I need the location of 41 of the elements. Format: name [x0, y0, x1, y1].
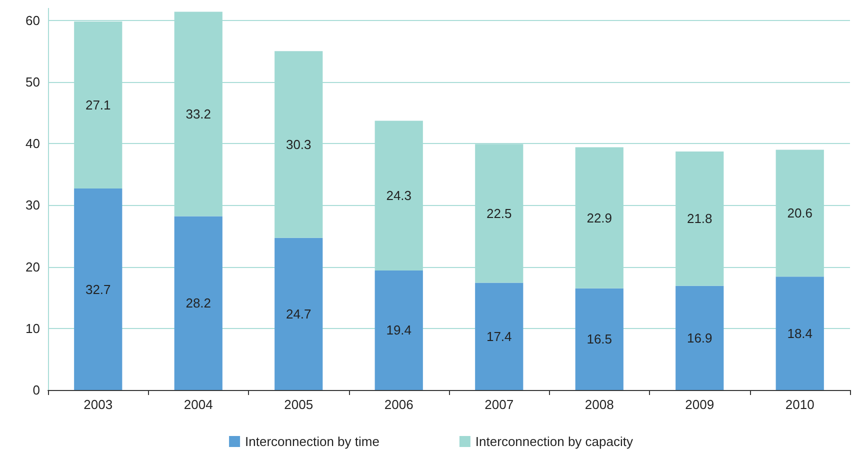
x-tick-label: 2005 — [284, 397, 314, 412]
y-tick-label: 30 — [26, 198, 40, 213]
legend-label: Interconnection by capacity — [475, 434, 634, 449]
y-tick-label: 20 — [26, 259, 40, 274]
data-label: 24.7 — [286, 306, 312, 322]
data-label: 32.7 — [85, 282, 111, 297]
data-label: 16.5 — [586, 332, 612, 347]
data-label: 22.9 — [586, 210, 612, 226]
y-tick-label: 40 — [26, 136, 40, 152]
data-label: 21.8 — [686, 211, 712, 226]
bar — [174, 216, 222, 390]
data-label: 24.3 — [386, 188, 412, 204]
data-label: 17.4 — [486, 328, 512, 344]
bar — [374, 270, 423, 390]
data-label: 20.6 — [787, 206, 813, 221]
x-tick-label: 2003 — [84, 397, 113, 412]
x-tick-label: 2009 — [685, 397, 714, 412]
bar — [676, 286, 724, 390]
data-label: 28.2 — [186, 296, 212, 311]
legend-label: Interconnection by time — [245, 434, 380, 449]
data-label: 27.1 — [85, 98, 111, 113]
bar — [575, 288, 624, 390]
y-tick-label: 60 — [26, 12, 40, 28]
y-tick-label: 10 — [26, 320, 40, 336]
x-tick-label: 2006 — [384, 397, 414, 412]
x-tick-label: 2007 — [484, 397, 514, 412]
y-tick-label: 0 — [32, 382, 40, 398]
x-tick-label: 2008 — [584, 397, 614, 412]
bar — [776, 276, 824, 390]
data-label: 22.5 — [486, 206, 512, 221]
bar — [74, 188, 122, 390]
data-label: 33.2 — [186, 106, 212, 122]
y-tick-label: 50 — [26, 74, 40, 90]
bar — [274, 238, 323, 390]
data-label: 19.4 — [386, 322, 412, 338]
data-label: 16.9 — [686, 330, 712, 346]
x-tick-label: 2004 — [184, 397, 213, 412]
data-label: 18.4 — [787, 326, 813, 341]
x-tick-label: 2010 — [785, 397, 814, 412]
bar — [475, 282, 524, 390]
data-label: 30.3 — [286, 136, 312, 152]
